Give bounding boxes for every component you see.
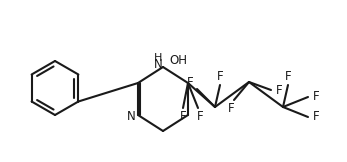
Text: F: F [180,110,186,122]
Text: F: F [187,75,193,88]
Text: F: F [276,83,282,97]
Text: F: F [313,110,319,123]
Text: N: N [154,58,162,71]
Text: H: H [154,53,162,63]
Text: F: F [313,91,319,104]
Text: F: F [285,70,291,83]
Text: F: F [228,102,234,115]
Text: F: F [197,110,203,122]
Text: F: F [217,70,223,83]
Text: OH: OH [169,53,187,66]
Text: N: N [127,110,135,122]
